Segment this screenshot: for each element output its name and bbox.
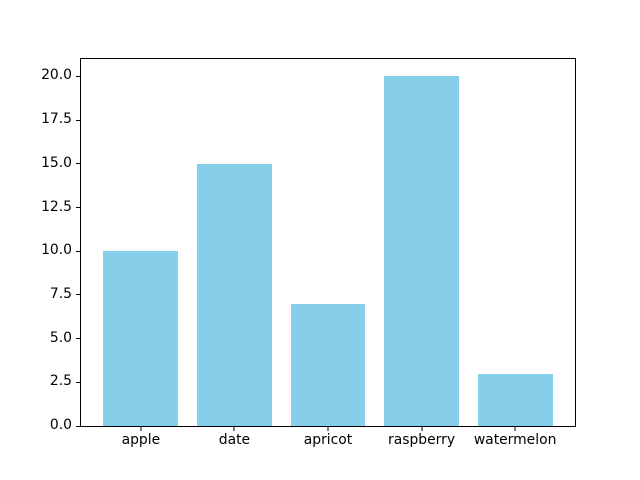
bar-date [197, 163, 272, 426]
y-tick-mark [76, 425, 80, 427]
y-tick-mark [76, 250, 80, 252]
x-tick-label-watermelon: watermelon [473, 432, 557, 448]
y-tick-label-20.0: 20.0 [41, 67, 72, 84]
bar-raspberry [384, 76, 459, 426]
x-tick-mark [514, 427, 516, 431]
bar-apple [103, 251, 179, 426]
y-tick-label-15.0: 15.0 [41, 154, 72, 171]
bar-apricot [290, 303, 366, 426]
x-tick-mark [233, 427, 235, 431]
y-tick-label-5.0: 5.0 [49, 329, 72, 346]
y-tick-mark [76, 294, 80, 296]
y-tick-mark [76, 338, 80, 340]
y-tick-mark [76, 119, 80, 121]
x-tick-mark [327, 427, 329, 431]
plot-area: apple date apricot raspberry watermelon 0.0 2.… [41, 58, 576, 447]
x-tick-label-apricot: apricot [303, 432, 353, 448]
y-tick-label-2.5: 2.5 [49, 373, 72, 390]
y-tick-label-10.0: 10.0 [41, 242, 72, 259]
y-tick-mark [76, 207, 80, 209]
y-tick-mark [76, 381, 80, 383]
y-tick-label-0.0: 0.0 [49, 417, 72, 434]
bar-watermelon [477, 373, 553, 426]
y-tick-label-12.5: 12.5 [41, 198, 72, 215]
x-tick-mark [140, 427, 142, 431]
x-tick-label-apple: apple [121, 432, 161, 448]
y-tick-label-17.5: 17.5 [41, 111, 72, 128]
y-tick-mark [76, 75, 80, 77]
x-tick-mark [421, 427, 423, 431]
y-tick-label-7.5: 7.5 [49, 285, 72, 302]
x-tick-label-date: date [218, 432, 251, 448]
x-tick-label-raspberry: raspberry [388, 432, 456, 448]
y-tick-mark [76, 163, 80, 165]
